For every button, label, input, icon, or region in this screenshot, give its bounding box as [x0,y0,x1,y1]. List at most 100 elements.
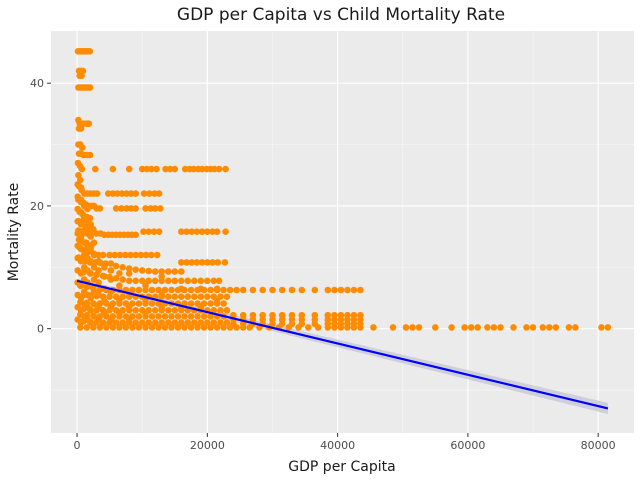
data-point [77,125,85,132]
data-point [168,324,175,331]
data-point [158,319,165,326]
regression-line [76,279,609,410]
data-point [112,319,120,326]
data-point [357,286,364,294]
data-point [151,205,159,212]
data-point [138,319,146,326]
data-point [331,286,338,294]
data-point [184,277,192,285]
data-point [135,286,143,294]
data-point [155,324,162,331]
data-point [523,324,530,331]
data-point [546,324,553,331]
data-point [344,324,351,331]
data-point [223,293,231,301]
data-point [153,165,160,173]
data-point [90,251,98,259]
data-point [295,324,302,331]
data-point [101,297,108,305]
data-point [77,307,85,314]
data-point [178,285,185,293]
data-point [106,251,113,259]
data-point [135,313,143,320]
data-point [145,277,152,285]
data-point [207,300,214,307]
data-point [204,259,211,266]
data-point [127,205,135,212]
data-point [197,319,205,326]
data-point [497,324,504,331]
data-points [74,48,612,331]
data-point [109,324,117,331]
data-point [153,251,161,259]
data-point [344,286,351,294]
data-point [166,165,174,173]
y-tick-label: 20 [30,200,44,213]
data-point [350,324,358,331]
data-point [90,239,98,246]
data-point [183,228,190,235]
data-point [122,324,130,331]
data-point [178,268,185,275]
data-point [171,319,179,326]
data-point [92,165,99,173]
data-point [151,268,159,275]
data-point [204,277,211,285]
data-point [77,221,85,228]
data-point [112,205,120,212]
data-point [79,144,86,151]
data-point [119,264,126,271]
plot-panel [51,31,634,433]
data-point [214,259,222,266]
data-point [221,259,229,266]
data-point [158,273,165,280]
data-point [209,259,216,266]
data-point [239,286,247,294]
data-point [96,205,104,212]
data-point [259,286,267,294]
data-point [142,205,149,212]
data-point [288,286,296,294]
data-point [165,307,172,314]
data-point [565,324,573,331]
data-point [132,319,139,326]
data-point [127,190,135,197]
data-point [116,270,123,277]
data-point [337,324,345,331]
data-point [249,286,257,294]
data-point [298,286,306,294]
data-point [187,313,195,320]
y-axis-ticks: 0 20 40 [30,77,51,336]
data-point [77,282,85,290]
data-point [129,324,136,331]
data-point [197,293,205,301]
data-point [529,324,537,331]
chart-title: GDP per Capita vs Child Mortality Rate [177,5,505,25]
data-point [138,277,146,285]
data-point [220,324,227,331]
data-point [77,245,85,253]
data-point [357,324,364,331]
data-point [510,324,517,331]
data-point [402,324,410,331]
data-point [95,279,102,286]
data-point [86,84,94,91]
data-point [77,319,85,326]
data-point [188,228,195,235]
data-point [95,257,102,265]
data-point [99,251,107,259]
data-point [331,324,338,331]
data-point [158,268,165,275]
data-point [95,303,102,311]
data-point [103,324,110,331]
data-point [165,268,172,275]
data-point [107,267,115,274]
data-point [194,313,201,320]
data-point [122,251,129,259]
data-point [215,165,223,173]
data-point [324,324,332,331]
data-point [155,190,163,197]
data-point [211,165,218,173]
data-point [209,228,216,235]
data-point [85,120,93,127]
